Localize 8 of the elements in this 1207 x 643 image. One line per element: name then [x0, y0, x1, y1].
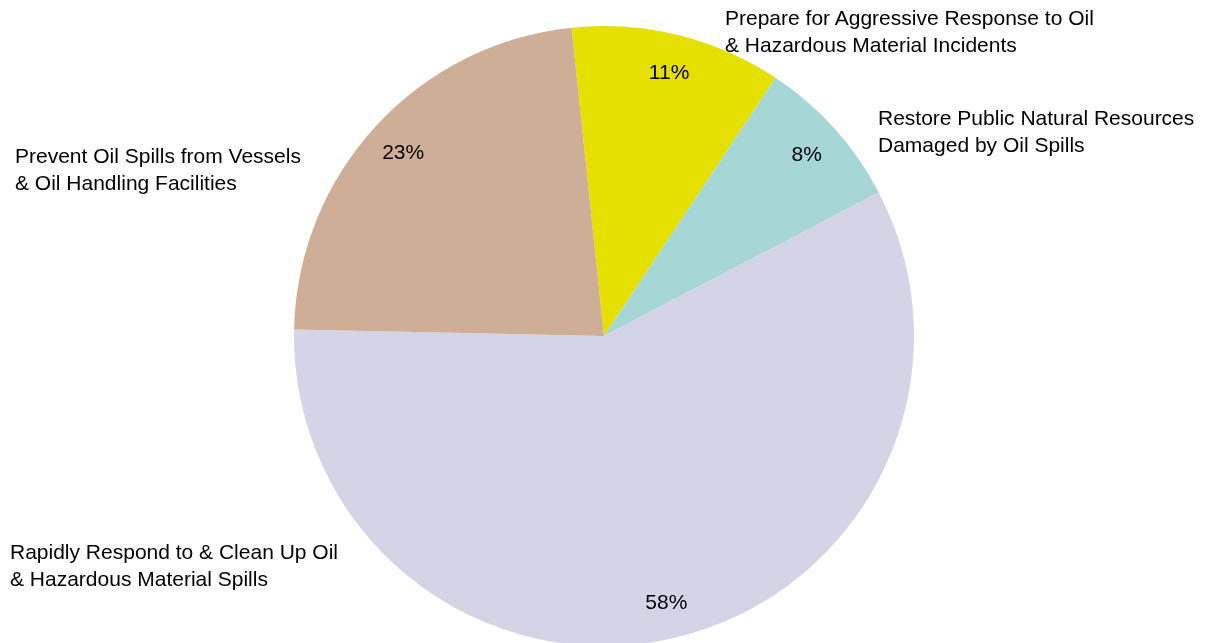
slice-label: Prepare for Aggressive Response to Oil & Hazardous Material Incidents — [725, 6, 1100, 56]
data-label: 58% — [645, 590, 688, 614]
slice-label: Restore Public Natural Resources Damaged by Oil Spills — [878, 106, 1201, 156]
data-label: 11% — [648, 59, 690, 83]
data-label: 8% — [791, 141, 822, 165]
data-label: 23% — [382, 139, 425, 163]
slice-label: Prevent Oil Spills from Vessels & Oil Handling Facilities — [15, 144, 307, 194]
slice-label: Rapidly Respond to & Clean Up Oil & Hazardous Material Spills — [10, 540, 344, 590]
